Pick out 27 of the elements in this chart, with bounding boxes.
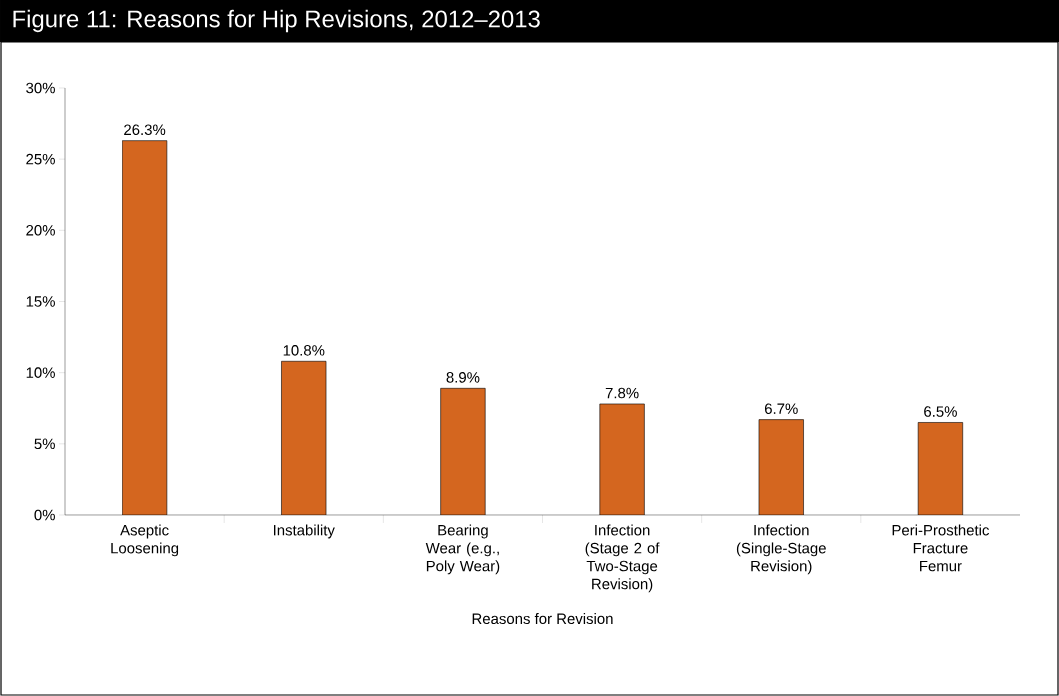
data-label: 7.8% [605,387,639,399]
y-tick-label: 0% [34,509,55,521]
x-tick-label: Infection (Stage 2 of Two-Stage Revision) [585,524,660,593]
data-label: 6.7% [764,403,798,414]
data-label: 10.8% [283,345,325,356]
y-tick-label: 15% [26,296,55,307]
chart-title: Figure 11: Reasons for Hip Revisions, 2012–2013 [13,9,540,33]
bar [758,419,804,515]
y-tick-label: 20% [26,225,55,236]
x-tick-label: Aseptic Loosening [111,524,179,557]
y-tick-label: 30% [26,82,55,94]
bar [281,361,327,515]
x-tick-label: Bearing Wear (e.g., Poly Wear) [425,524,500,575]
data-label: 8.9% [446,372,480,383]
bar [599,403,645,515]
y-tick-label: 25% [26,153,55,165]
data-label: 6.5% [924,406,957,417]
y-tick-label: 5% [34,438,55,450]
bar [122,140,167,515]
y-tick-label: 10% [26,367,55,378]
x-tick-label: Infection (Single-Stage Revision) [736,524,826,575]
bar [440,388,486,515]
bar [917,422,964,515]
x-axis-title: Reasons for Revision [472,613,613,625]
x-tick-label: Instability [273,524,335,539]
x-tick-label: Peri-Prosthetic Fracture Femur [892,524,990,572]
data-label: 26.3% [124,124,166,136]
